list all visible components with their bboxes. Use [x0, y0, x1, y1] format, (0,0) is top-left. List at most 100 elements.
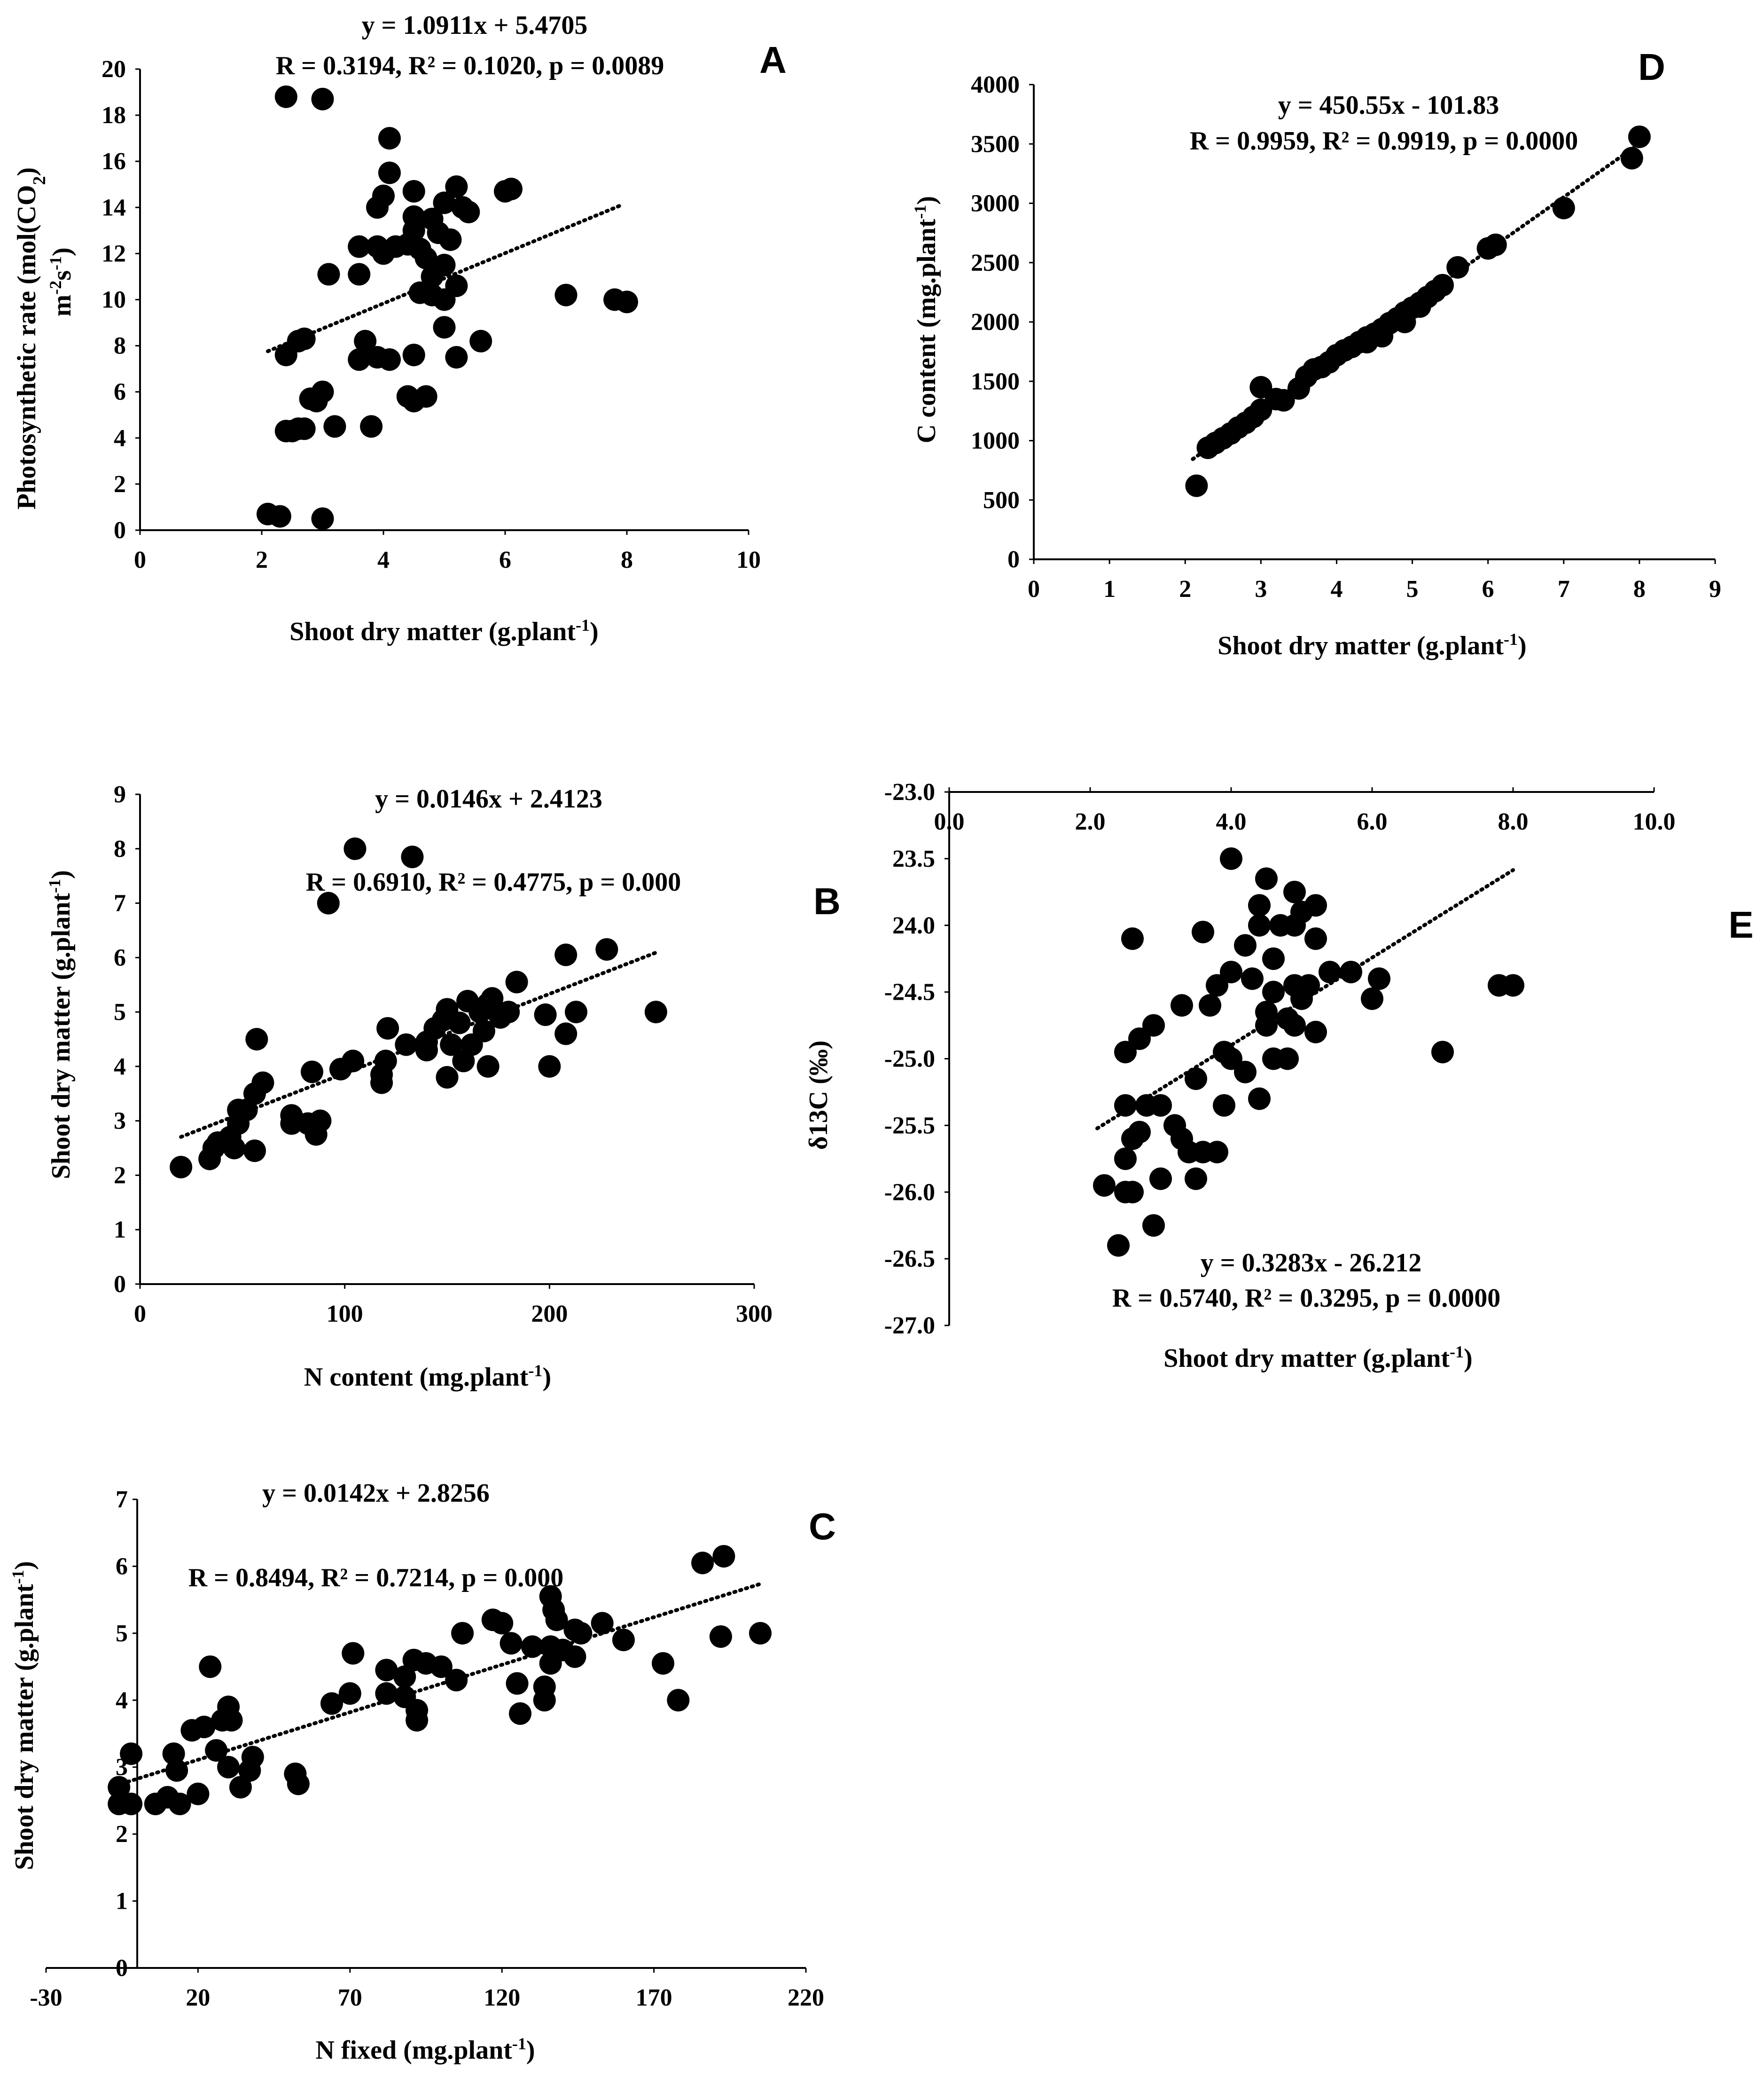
- panel-c-data-point: [108, 1776, 131, 1799]
- panel-c-x-tick-label: 170: [636, 1984, 672, 2011]
- panel-a-data-point: [348, 263, 371, 286]
- panel-a-data-point: [469, 329, 492, 353]
- panel-c-data-point: [193, 1716, 216, 1739]
- panel-a-data-point: [445, 346, 468, 369]
- panel-c-y-tick-label: 7: [116, 1486, 128, 1513]
- panel-b-data-point: [415, 1039, 438, 1062]
- panel-c-data-point: [691, 1552, 714, 1575]
- panel-c-y-tick-label: 1: [116, 1888, 128, 1915]
- panel-d-y-tick-label: 2000: [971, 309, 1020, 336]
- panel-e-data-point: [1121, 927, 1144, 950]
- panel-d-y-tick-label: 3500: [971, 131, 1020, 157]
- panel-a-y-tick-label: 18: [101, 102, 126, 129]
- panel-a-data-point: [354, 329, 377, 353]
- panel-b-y-tick-label: 0: [114, 1271, 126, 1298]
- panel-b-y-tick-label: 4: [114, 1053, 126, 1080]
- panel-a-y-tick-label: 4: [114, 425, 126, 452]
- panel-b-data-point: [476, 1055, 500, 1078]
- panel-a-data-point: [366, 196, 389, 219]
- panel-a-data-point: [378, 348, 401, 371]
- panel-e-data-point: [1121, 1181, 1144, 1204]
- panel-e-data-point: [1121, 1127, 1144, 1150]
- panel-b-data-point: [564, 1001, 587, 1024]
- panel-e-data-point: [1149, 1094, 1172, 1117]
- panel-e-x-tick-label: 10.0: [1633, 808, 1676, 835]
- panel-c-equation: y = 0.0142x + 2.8256: [262, 1479, 490, 1508]
- panel-b-data-point: [534, 1003, 557, 1026]
- panel-e-data-point: [1114, 1094, 1137, 1117]
- panel-b-data-point: [245, 1028, 268, 1050]
- panel-b-data-point: [505, 971, 528, 994]
- panel-b-letter: B: [813, 880, 841, 922]
- panel-b-data-point: [343, 837, 367, 860]
- panel-c-x-tick-label: 20: [186, 1984, 210, 2011]
- panel-b-x-tick-label: 300: [736, 1301, 773, 1327]
- panel-b-data-point: [376, 1017, 399, 1040]
- panel-a-y-tick-label: 20: [101, 56, 126, 83]
- panel-e-data-point: [1241, 967, 1264, 990]
- panel-e-letter: E: [1728, 904, 1753, 946]
- panel-d-y-tick-label: 0: [1007, 546, 1020, 573]
- panel-c-data-point: [545, 1608, 568, 1631]
- panel-e-data-point: [1255, 867, 1278, 890]
- panel-c-data-point: [445, 1669, 468, 1692]
- panel-e-y-tick-label: -26.0: [884, 1179, 935, 1206]
- panel-a-data-point: [323, 415, 346, 438]
- panel-e-x-tick-label: 8.0: [1498, 808, 1529, 835]
- panel-e-data-point: [1142, 1014, 1165, 1037]
- panel-a-data-point: [348, 348, 371, 371]
- panel-a-letter: A: [759, 39, 787, 81]
- panel-a-equation: y = 1.0911x + 5.4705: [362, 11, 588, 40]
- panel-e-y-tick-label: -23.0: [884, 779, 935, 806]
- panel-e-data-point: [1128, 1027, 1151, 1050]
- panel-e-data-point: [1149, 1167, 1172, 1190]
- panel-a-x-tick-label: 2: [256, 547, 268, 573]
- panel-e-data-point: [1107, 1234, 1130, 1257]
- panel-b-data-point: [554, 943, 578, 966]
- panel-e: E -23.0 23.5 24.0 -24.5 -25.0 -25.5 -26.0 -26.5…: [804, 779, 1754, 1373]
- panel-c-data-point: [120, 1793, 143, 1816]
- panel-d-data-point: [1484, 233, 1507, 256]
- panel-e-data-point: [1114, 1147, 1137, 1170]
- panel-e-data-point: [1220, 961, 1242, 984]
- panel-b-data-point: [401, 846, 424, 869]
- panel-a-stats: R = 0.3194, R² = 0.1020, p = 0.0089: [276, 51, 664, 80]
- panel-b-y-tick-label: 6: [114, 944, 126, 971]
- panel-d-data-point: [1393, 311, 1416, 333]
- panel-d-data-point: [1446, 256, 1469, 279]
- panel-c-x-tick-label: 70: [338, 1984, 362, 2011]
- panel-b-x-tick-label: 200: [531, 1301, 568, 1327]
- panel-a-data-point: [421, 265, 444, 288]
- panel-d-y-tick-label: 4000: [971, 71, 1020, 98]
- panel-a-x-tick-label: 8: [621, 547, 633, 573]
- panel-c-x-axis-label: N fixed (mg.plant-1): [315, 2034, 535, 2065]
- panel-c-data-point: [168, 1793, 191, 1816]
- panel-c: y = 0.0142x + 2.8256 R = 0.8494, R² = 0.…: [8, 1479, 836, 2065]
- panel-d-x-tick-label: 3: [1255, 576, 1267, 603]
- panel-e-data-point: [1248, 914, 1271, 937]
- panel-e-data-point: [1304, 927, 1327, 950]
- panel-e-data-point: [1220, 847, 1242, 870]
- panel-b-data-point: [554, 1022, 578, 1045]
- panel-b-data-point: [370, 1071, 393, 1094]
- panel-e-data-point: [1093, 1174, 1116, 1197]
- panel-a-data-point: [311, 507, 334, 530]
- panel-a-data-point: [445, 175, 468, 198]
- panel-b-y-tick-label: 7: [114, 890, 126, 917]
- panel-c-data-point: [338, 1682, 361, 1705]
- panel-e-data-point: [1114, 1041, 1137, 1064]
- panel-d-x-tick-label: 7: [1558, 576, 1570, 603]
- panel-e-data-point: [1361, 987, 1383, 1010]
- panel-e-x-axis-label: Shoot dry matter (g.plant-1): [1163, 1342, 1472, 1373]
- panel-d-x-tick-label: 9: [1709, 576, 1721, 603]
- panel-e-plot: -23.0 23.5 24.0 -24.5 -25.0 -25.5 -26.0 -26.5 -2…: [884, 779, 1676, 1339]
- panel-a-data-point: [305, 390, 328, 413]
- panel-c-x-tick-label: 220: [788, 1984, 824, 2011]
- panel-e-data-point: [1192, 920, 1214, 943]
- panel-c-y-tick-label: 0: [116, 1955, 128, 1982]
- panel-a: y = 1.0911x + 5.4705 R = 0.3194, R² = 0.…: [12, 11, 787, 646]
- panel-e-x-tick-label: 2.0: [1075, 808, 1106, 835]
- panel-c-data-point: [491, 1612, 514, 1635]
- panel-c-data-point: [521, 1635, 544, 1658]
